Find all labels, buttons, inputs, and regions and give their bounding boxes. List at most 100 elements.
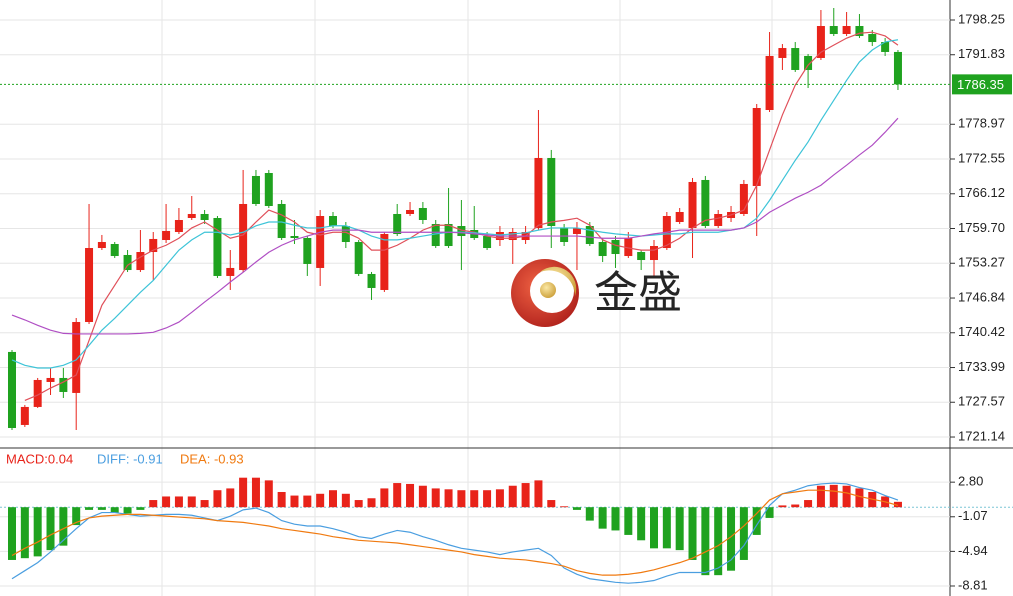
histogram-bar [701,507,710,576]
candle-body [251,175,260,204]
candle-body [367,273,376,288]
y-tick-label: 1733.99 [958,359,1005,374]
histogram-bar [521,483,530,508]
y-tick-label: 1772.55 [958,150,1005,165]
histogram-bar [585,507,594,521]
histogram-bar [842,485,851,508]
candle-body [329,215,337,227]
histogram-bar [893,501,902,508]
candle-body [8,351,16,428]
candle-body [893,51,902,85]
histogram-bar [752,507,761,535]
histogram-bar [329,490,337,508]
candle-body [354,242,363,274]
histogram-bar [187,496,196,508]
candle-body [149,238,158,253]
candle-body [213,217,222,276]
candle-body [650,246,658,261]
candle-body [393,213,402,235]
candle-body [483,236,492,249]
candle-body [303,238,312,264]
histogram-bar [444,489,453,508]
candle-body [585,226,594,245]
candle-body [752,107,761,186]
candle-body [239,203,248,271]
last-price-label: 1786.35 [957,77,1004,92]
candle-body [739,183,748,214]
y-tick-label: 1791.83 [958,46,1005,61]
candle-body [624,238,633,257]
candle-body [406,209,415,214]
histogram-bar [162,496,171,508]
y-tick-label: 1759.70 [958,220,1005,235]
histogram-bar [200,500,209,508]
last-price-box [952,74,1012,95]
histogram-bar [624,507,633,535]
candle-body [226,267,235,276]
histogram-bar [431,488,440,508]
candle-body [598,242,607,257]
candle-body [547,157,556,227]
candle-body [765,55,774,110]
watermark: 金盛 [511,259,682,327]
candle-body [804,55,813,70]
histogram-bar [97,507,106,510]
histogram-bar [72,507,81,526]
candle-body [277,203,286,239]
histogram-bar [765,507,774,518]
candle-body [316,215,325,268]
candle-body [341,226,350,243]
candle-body [829,26,838,35]
y-tick-label: 1766.12 [958,185,1005,200]
histogram-bar [727,507,736,571]
histogram-bar [277,491,286,508]
histogram-bar [406,483,415,508]
y-tick-label: 1727.57 [958,394,1005,409]
candle-body [97,242,106,249]
candle-body [457,226,466,237]
histogram-bar [20,507,29,559]
legend-label: MACD:0.04 [6,451,73,466]
candle-body [174,219,183,233]
histogram-bar [226,488,235,508]
histogram-bar [59,507,68,546]
histogram-bar [675,507,684,551]
histogram-bar [239,477,248,508]
logo-dot [540,282,556,298]
y-tick-label: 1740.42 [958,324,1005,339]
y-tick-label: 1778.97 [958,116,1005,131]
candle-body [637,252,646,261]
candle-body [46,377,55,382]
histogram-bar [354,500,363,508]
candle-body [20,406,29,425]
candle-body [136,252,145,271]
histogram-bar [264,480,273,508]
y-tick-label: -4.94 [958,543,988,558]
candle-body [675,211,684,222]
candle-body [714,213,723,227]
candle-body [688,181,697,229]
histogram-bar [457,490,466,508]
histogram-bar [251,477,260,508]
histogram-bar [714,507,723,576]
histogram-bar [650,507,658,549]
watermark-text: 金盛 [594,269,682,318]
histogram-bar [778,505,787,508]
legend-label: DEA: -0.93 [180,451,244,466]
histogram-bar [637,507,646,541]
histogram-bar [123,507,132,514]
indicator-line [11,117,899,335]
histogram-bar [303,495,312,508]
histogram-bar [739,507,748,560]
candle-body [855,26,864,37]
candle-body [123,254,132,271]
histogram-bar [598,507,607,529]
histogram-bar [662,507,671,549]
indicator-line [24,31,899,402]
histogram-bar [110,507,119,513]
histogram-bar [495,489,504,508]
candle-body [534,157,543,229]
histogram-bar [367,498,376,508]
indicator-line [11,489,899,576]
candle-body [572,228,581,235]
